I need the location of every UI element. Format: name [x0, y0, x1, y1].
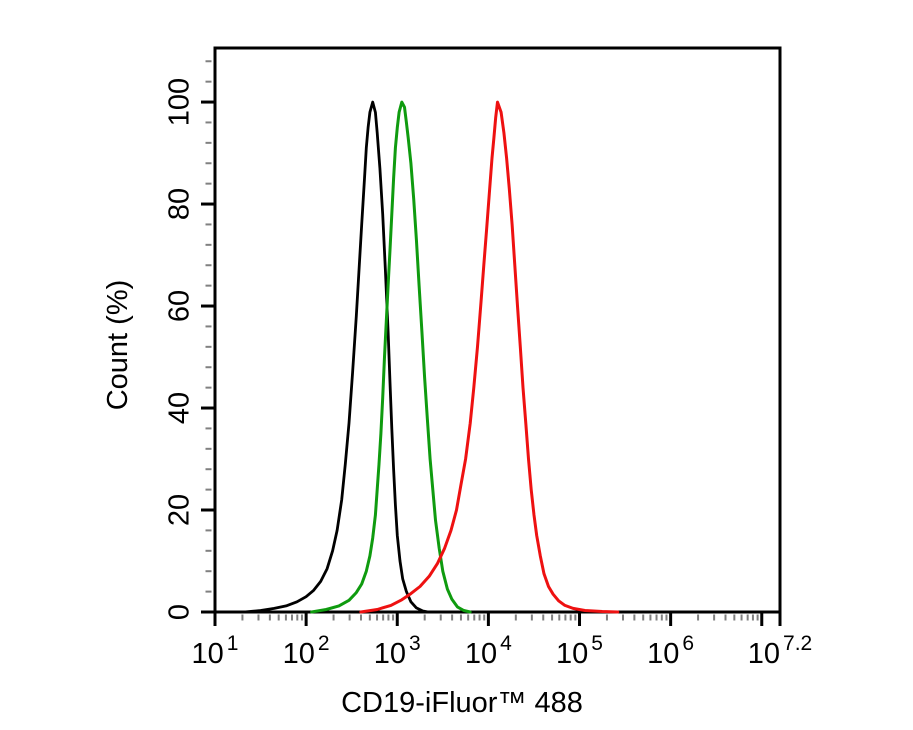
plot-frame: [213, 46, 782, 614]
y-tick-label: 60: [164, 290, 196, 322]
series-green-curve: [310, 100, 472, 614]
x-tick-labels: 10 1 10 2 10 3 10 4 10 5 10 6 10 7.2: [192, 632, 813, 670]
series-curves: [242, 100, 620, 614]
x-tick-label: 10 6: [647, 632, 694, 670]
x-tick-label: 10 7.2: [748, 632, 812, 670]
y-tick-label: 80: [164, 188, 196, 220]
series-black-curve: [242, 100, 430, 614]
x-tick-label: 10 2: [283, 632, 330, 670]
x-tick-label: 10 5: [556, 632, 603, 670]
x-axis-title: CD19-iFluor™ 488: [341, 687, 583, 719]
y-axis-title: Count (%): [102, 280, 134, 411]
series-red-curve: [359, 100, 620, 614]
x-tick-label: 10 1: [192, 632, 239, 670]
x-tick-label: 10 3: [374, 632, 421, 670]
minor-ticks: [205, 60, 759, 621]
y-tick-label: 100: [164, 78, 196, 126]
y-tick-label: 0: [164, 604, 196, 620]
x-tick-label: 10 4: [465, 632, 512, 670]
y-tick-label: 40: [164, 392, 196, 424]
y-tick-label: 20: [164, 494, 196, 526]
major-ticks: [201, 100, 782, 626]
y-tick-labels: 0 20 40 60 80 100: [164, 78, 196, 620]
